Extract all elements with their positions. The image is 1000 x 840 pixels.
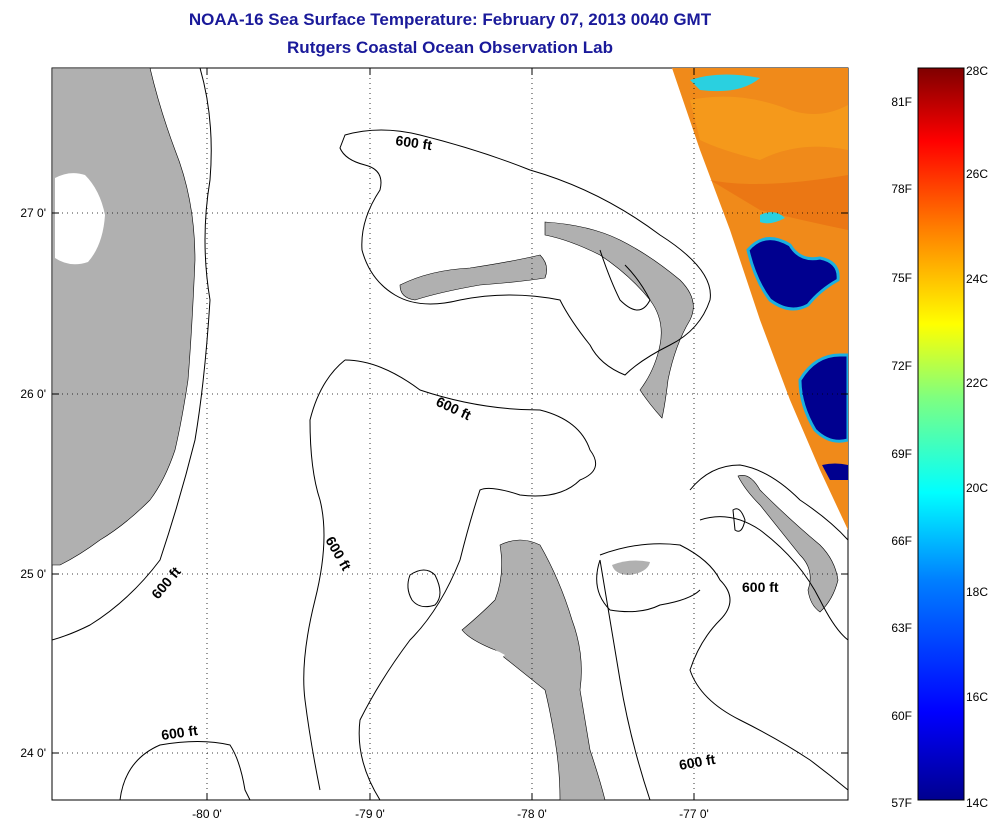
map-content: 600 ft 600 ft 600 ft 600 ft 600 ft 600 f… [52,68,848,800]
sst-cold-patch-3 [822,463,848,480]
new-providence-land [612,560,650,575]
y-tick-label-1: 27 0' [20,206,46,220]
x-tick-label-1: -80 0' [192,807,222,821]
map-title: NOAA-16 Sea Surface Temperature: Februar… [188,10,712,29]
sst-cool-streak [690,74,760,92]
isobath-tongue [599,543,848,791]
isobath-great-bahama [344,359,597,800]
isobath-lines [52,68,848,800]
contour-label-cuba: 600 ft [160,722,199,743]
isobath-little-bahama [339,129,711,376]
sst-warm-patch [710,175,848,230]
contour-label-5: 600 ft [742,579,779,595]
colorbar-c-label-1: 28C [966,64,988,78]
isobath-abaco-inner [599,249,651,311]
colorbar-f-label-9: 57F [891,796,912,810]
colorbar-f-label-6: 66F [891,534,912,548]
isobath-cuba [119,741,251,800]
colorbar-f-label-3: 75F [891,271,912,285]
lake-okeechobee [55,173,105,265]
contour-label-6: 600 ft [678,751,717,773]
isobath-florida [52,68,212,641]
colorbar-f-label-2: 78F [891,182,912,196]
colorbar-c-label-6: 18C [966,585,988,599]
colorbar-f-label-5: 69F [891,447,912,461]
sst-cold-patch-1 [746,237,840,311]
sst-swath-texture [690,96,848,160]
eleuthera-land [737,475,839,613]
x-tick-label-4: -77 0' [679,807,709,821]
map-subtitle: Rutgers Coastal Ocean Observation Lab [287,38,613,57]
colorbar-c-label-8: 14C [966,796,988,810]
isobath-eleuthera-inner [732,508,746,532]
isobath-east [699,516,848,641]
sst-cold-patch-2 [798,353,848,443]
colorbar-f-label-4: 72F [891,359,912,373]
colorbar-c-label-4: 22C [966,376,988,390]
contour-label-1: 600 ft [395,132,434,153]
isobath-tongue-basin [407,569,441,608]
colorbar-c-label-7: 16C [966,690,988,704]
isobath-andros-east [599,559,651,800]
graticule [52,68,848,800]
colorbar-c-label-2: 26C [966,167,988,181]
colorbar [917,67,965,801]
andros-inlet [470,648,505,663]
y-tick-label-2: 26 0' [20,387,46,401]
abaco-land [544,221,694,419]
y-tick-label-4: 24 0' [20,746,46,760]
andros-land [461,539,606,800]
sst-cool-streak-2 [760,212,785,224]
isobath-exuma [596,559,701,613]
tick-marks [52,68,848,800]
colorbar-c-label-3: 24C [966,272,988,286]
colorbar-c-label-5: 20C [966,481,988,495]
colorbar-f-label-7: 63F [891,621,912,635]
isobath-eleuthera [689,464,848,541]
isobath-west-bank [303,359,346,791]
colorbar-f-label-8: 60F [891,709,912,723]
x-tick-label-2: -79 0' [355,807,385,821]
grand-bahama-land [399,254,547,301]
colorbar-f-label-1: 81F [891,95,912,109]
y-tick-label-3: 25 0' [20,567,46,581]
x-tick-label-3: -78 0' [517,807,547,821]
